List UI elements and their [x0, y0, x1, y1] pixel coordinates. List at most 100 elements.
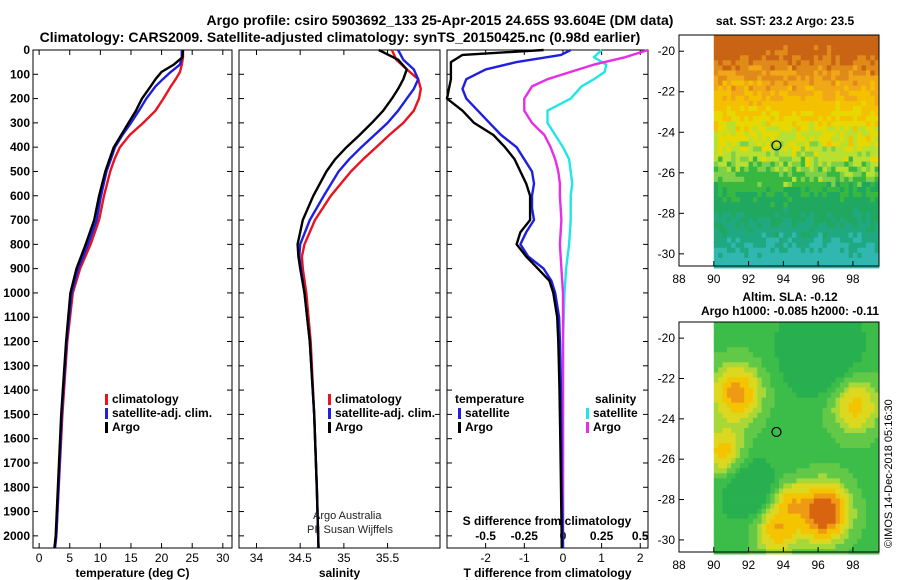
sla-map-cell — [874, 493, 880, 499]
sla-map-cell — [822, 387, 828, 394]
sst-map-cell — [752, 105, 758, 112]
sst-map-cell — [779, 151, 784, 157]
sla-map-cell — [731, 468, 736, 474]
sst-map-cell — [748, 192, 754, 198]
sst-map-cell — [800, 35, 806, 41]
sla-map-cell — [774, 337, 780, 343]
sst-map-cell — [792, 70, 797, 76]
sla-map-cell — [852, 352, 858, 358]
sst-map-cell — [874, 217, 880, 223]
sla-map-cell — [735, 422, 741, 429]
sst-map-cell — [865, 55, 871, 61]
sst-map-cell — [839, 136, 845, 142]
temperature-ytick-label: 800 — [10, 237, 30, 251]
sst-map-cell — [757, 237, 763, 244]
sla-map-cell — [757, 493, 763, 499]
sla-map-cell — [805, 518, 810, 525]
temperature-xtick-label: 5 — [66, 551, 73, 565]
sst-map-cell — [826, 85, 832, 92]
sla-map-cell — [770, 422, 776, 429]
sst-map-cell — [865, 95, 871, 102]
sst-map-cell — [735, 60, 741, 66]
sst-map-cell — [857, 232, 863, 239]
sla-map-cell — [861, 382, 867, 388]
sla-map-cell — [761, 392, 767, 399]
sst-map-cell — [809, 35, 815, 41]
sla-map-cell — [779, 543, 784, 550]
sla-map-cell — [822, 443, 828, 449]
sst-map-cell — [809, 217, 815, 223]
sst-map-cell — [800, 126, 806, 132]
sla-map-cell — [735, 493, 741, 499]
sst-map-cell — [739, 65, 745, 71]
sst-map-cell — [861, 222, 867, 228]
sst-map-cell — [718, 110, 723, 117]
sla-map-cell — [874, 533, 880, 540]
sst-map-cell — [787, 217, 793, 223]
sla-map-cell — [848, 372, 854, 378]
sla-map-cell — [783, 473, 789, 479]
sst-map-cell — [761, 247, 767, 254]
sst-map-cell — [770, 50, 776, 56]
sla-map-cell — [744, 347, 749, 353]
sst-map-cell — [792, 222, 797, 228]
sst-map-cell — [813, 171, 819, 178]
sla-map-cell — [792, 422, 797, 429]
sst-map-cell — [731, 212, 736, 218]
sla-map-cell — [774, 493, 780, 499]
sst-map-cell — [735, 146, 741, 152]
sla-map-cell — [774, 443, 780, 449]
sst-map-cell — [844, 181, 849, 188]
sst-map-cell — [800, 176, 806, 183]
sst-map-cell — [765, 136, 771, 142]
sla-map-cell — [744, 432, 749, 439]
sst-map-cell — [713, 116, 719, 122]
difference-xtick-label: 1 — [598, 551, 605, 565]
sla-map-cell — [848, 513, 854, 520]
sst-map-cell — [805, 192, 810, 198]
temperature-ytick-label: 200 — [10, 92, 30, 106]
sst-map-cell — [852, 141, 858, 147]
sla-map-cell — [748, 332, 754, 338]
sla-map-cell — [792, 488, 797, 494]
sst-map-cell — [848, 80, 854, 87]
sst-map-cell — [813, 85, 819, 92]
sst-map-cell — [835, 60, 841, 66]
sst-map-cell — [722, 207, 728, 213]
sla-map-cell — [822, 493, 828, 499]
sla-map-cell — [722, 438, 728, 444]
sla-map-cell — [752, 488, 758, 494]
sst-map-cell — [826, 75, 832, 81]
sla-map-cell — [835, 533, 841, 540]
sla-map-cell — [844, 498, 849, 504]
sst-map-cell — [748, 156, 754, 163]
sla-map-cell — [796, 493, 802, 499]
sla-map-cell — [718, 392, 723, 399]
sla-map-cell — [826, 417, 832, 424]
sst-map-cell — [731, 60, 736, 66]
sst-map-cell — [792, 161, 797, 168]
sla-map-cell — [722, 523, 728, 530]
sst-map-cell — [792, 181, 797, 188]
sla-map-cell — [796, 427, 802, 434]
sla-map-cell — [779, 453, 784, 459]
sst-map-cell — [722, 242, 728, 249]
sst-map-cell — [748, 141, 754, 147]
sla-map-cell — [757, 322, 763, 328]
sla-map-cell — [796, 453, 802, 459]
sla-map-cell — [800, 412, 806, 419]
sla-map-cell — [831, 397, 836, 404]
sst-map-cell — [870, 110, 876, 117]
sst-map-cell — [783, 50, 789, 56]
sst-map-cell — [805, 247, 810, 254]
sst-map-cell — [718, 65, 723, 71]
sst-map-cell — [735, 85, 741, 92]
sst-map-cell — [852, 40, 858, 46]
sst-map-cell — [826, 257, 832, 264]
sla-map-cell — [809, 468, 815, 474]
temperature-ytick-label: 300 — [10, 116, 30, 130]
sst-map-cell — [809, 186, 815, 193]
sst-map-cell — [792, 186, 797, 193]
sla-map-cell — [739, 392, 745, 399]
sla-map-cell — [809, 518, 815, 525]
